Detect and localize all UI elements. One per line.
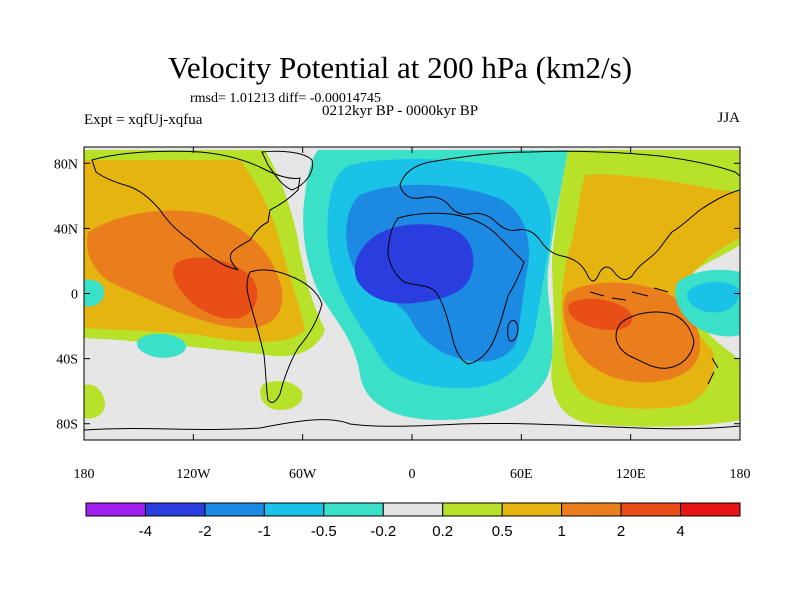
lat-tick-label: 80S: [56, 418, 78, 433]
contour-southpacific-pos-02: [84, 384, 105, 419]
colorbar-label: 4: [676, 523, 684, 540]
lon-tick-label: 60W: [289, 467, 317, 482]
colorbar-swatch: [680, 502, 741, 517]
colorbar-label: -1: [258, 523, 271, 540]
coast-australia: [615, 311, 695, 369]
coast-antarctica: [84, 419, 740, 431]
period-label: 0212kyr BP - 0000kyr BP: [322, 103, 479, 119]
colorbar-swatch: [561, 502, 622, 517]
contour-pacific-pos-2: [173, 257, 258, 319]
colorbar-swatch: [263, 502, 325, 517]
coast-south-america: [246, 269, 323, 403]
colorbar-swatch: [382, 502, 444, 517]
coastlines: [84, 150, 740, 431]
contour-pacific-neg-02b: [136, 333, 187, 358]
colorbar-label: 0.2: [432, 523, 453, 540]
lon-tick-label: 180: [74, 467, 95, 482]
colorbar-swatch: [144, 502, 206, 517]
colorbar-swatch: [204, 502, 265, 517]
colorbar-label: 2: [617, 523, 625, 540]
coast-indonesia: [589, 287, 669, 301]
coast-north-america: [91, 150, 301, 271]
lon-tick-label: 120E: [616, 467, 646, 482]
coast-eurasia: [399, 150, 740, 282]
lat-tick-label: 0: [71, 288, 78, 303]
colorbar-swatch: [501, 502, 563, 517]
colorbar-label: -0.5: [311, 523, 337, 540]
lat-tick-label: 40S: [56, 353, 78, 368]
coast-greenland: [261, 150, 314, 191]
rmsd-diff-stats: rmsd= 1.01213 diff= -0.00014745: [190, 91, 381, 106]
lon-tick-label: 120W: [176, 467, 211, 482]
colorbar-swatch: [442, 502, 503, 517]
lat-tick-label: 40N: [54, 222, 78, 237]
longitude-axis: 180 120W 60W 0 60E 120E 180: [74, 147, 751, 482]
lon-tick-label: 60E: [510, 467, 533, 482]
colorbar: -4 -2 -1 -0.5 -0.2 0.2 0.5 1 2 4: [85, 502, 741, 540]
contour-africa-neg-2: [354, 224, 474, 304]
lon-tick-label: 0: [409, 467, 416, 482]
season-label: JJA: [717, 110, 740, 126]
colorbar-label: 1: [557, 523, 565, 540]
contour-asia-pos-2: [568, 298, 633, 330]
velocity-potential-field: [84, 147, 740, 440]
colorbar-swatch: [85, 502, 146, 517]
colorbar-label: -4: [139, 523, 152, 540]
coast-africa: [387, 212, 525, 365]
lat-tick-label: 80N: [54, 157, 78, 172]
colorbar-label: -2: [198, 523, 211, 540]
colorbar-swatch: [323, 502, 384, 517]
colorbar-label: 0.5: [492, 523, 513, 540]
colorbar-swatch: [620, 502, 682, 517]
latitude-axis: 80N 40N 0 40S 80S: [54, 157, 740, 433]
experiment-label: Expt = xqfUj-xqfua: [84, 112, 203, 128]
plot-title: Velocity Potential at 200 hPa (km2/s): [167, 50, 633, 85]
colorbar-label: -0.2: [370, 523, 396, 540]
contour-pacific-neg-05: [687, 282, 740, 313]
contour-pacific-neg-02: [84, 279, 105, 307]
lon-tick-label: 180: [730, 467, 751, 482]
coast-new-zealand: [707, 357, 719, 385]
coast-madagascar: [507, 319, 519, 342]
